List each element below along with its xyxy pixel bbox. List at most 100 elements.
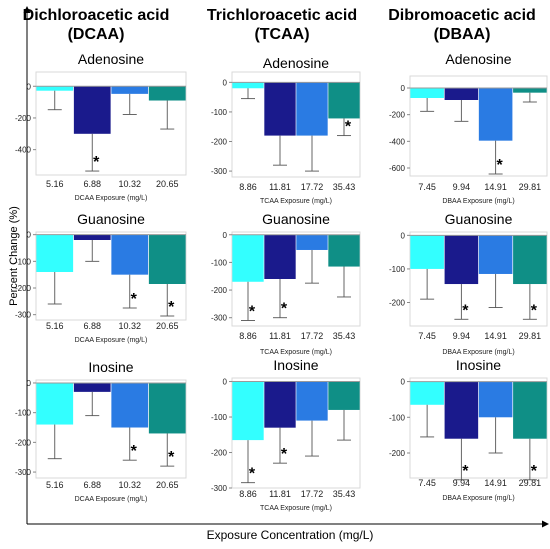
panel-x-label: DBAA Exposure (mg/L) — [442, 198, 514, 205]
y-tick-label: -300 — [15, 311, 32, 320]
panel-dbaa-guanosine: Guanosine 0 -100 -200 7.45 * 9.94 14.91 * 29.81 DB… — [389, 211, 548, 356]
category-label: 6.88 — [83, 179, 101, 189]
y-tick-label: -200 — [15, 284, 32, 293]
column-title-dcaa: Dichloroacetic acid (DCAA) — [4, 6, 188, 44]
bar — [148, 234, 186, 284]
significance-asterisk: * — [168, 299, 175, 316]
bar — [36, 382, 74, 425]
y-tick-label: -400 — [15, 146, 32, 155]
y-tick-label: -100 — [15, 257, 32, 266]
y-tick-label: 0 — [27, 379, 32, 388]
column-title-dcaa-line2: (DCAA) — [67, 26, 125, 43]
category-label: 10.32 — [118, 179, 141, 189]
category-label: 6.88 — [83, 321, 101, 331]
bar — [478, 381, 513, 418]
bar — [410, 88, 444, 98]
category-label: 17.72 — [301, 489, 324, 499]
y-tick-label: -100 — [211, 258, 228, 267]
panel-dcaa-inosine: Inosine 0 -100 -200 -300 5.16 6.88 * 10.32 * 20.65… — [15, 359, 187, 503]
y-tick-label: -200 — [15, 438, 32, 447]
column-title-tcaa: Trichloroacetic acid (TCAA) — [192, 6, 372, 44]
category-label: 14.91 — [484, 182, 507, 192]
category-label: 8.86 — [239, 331, 257, 341]
category-label: 11.81 — [269, 182, 291, 192]
bar — [328, 82, 360, 119]
x-axis-title: Exposure Concentration (mg/L) — [206, 528, 374, 542]
panel-x-label: DCAA Exposure (mg/L) — [75, 337, 148, 344]
bar — [111, 382, 149, 428]
category-label: 20.65 — [156, 480, 179, 490]
category-label: 29.81 — [519, 182, 542, 192]
column-title-dbaa-line1: Dibromoacetic acid — [388, 7, 536, 24]
column-title-dcaa-line1: Dichloroacetic acid — [22, 7, 170, 24]
category-label: 9.94 — [453, 331, 471, 341]
bar — [36, 86, 74, 91]
category-label: 7.45 — [418, 182, 436, 192]
panel-tcaa-inosine: Inosine 0 -100 -200 -300 * 8.86 * 11.81 17.72 35.4… — [211, 357, 361, 512]
panel-dcaa-guanosine: Guanosine 0 -100 -200 -300 5.16 6.88 * 10.32 * 20.… — [15, 211, 187, 344]
bar — [296, 82, 328, 136]
category-label: 7.45 — [418, 331, 436, 341]
significance-asterisk: * — [168, 449, 175, 466]
figure-y-axis-arrow — [23, 6, 31, 13]
panel-x-label: TCAA Exposure (mg/L) — [260, 198, 332, 205]
y-tick-label: 0 — [27, 82, 32, 91]
bar — [232, 234, 264, 282]
y-tick-label: -300 — [211, 484, 228, 493]
bar — [73, 86, 111, 134]
y-tick-label: -300 — [15, 468, 32, 477]
panel-frame — [409, 377, 548, 479]
significance-asterisk: * — [497, 157, 504, 174]
panel-title: Adenosine — [445, 51, 511, 67]
y-tick-label: 0 — [223, 78, 228, 87]
bar — [328, 234, 360, 267]
panel-frame — [231, 71, 361, 178]
panel-x-label: DCAA Exposure (mg/L) — [75, 496, 148, 503]
y-tick-label: -600 — [389, 164, 406, 173]
bar — [264, 381, 296, 428]
significance-asterisk: * — [462, 463, 469, 480]
bar — [444, 235, 479, 285]
significance-asterisk: * — [281, 301, 288, 318]
category-label: 5.16 — [46, 179, 64, 189]
bar — [410, 235, 444, 269]
category-label: 20.65 — [156, 179, 179, 189]
category-label: 9.94 — [453, 182, 471, 192]
bar — [73, 234, 111, 240]
y-tick-label: 0 — [401, 84, 406, 93]
panel-title: Inosine — [456, 357, 501, 373]
category-label: 20.65 — [156, 321, 179, 331]
y-tick-label: -100 — [211, 108, 228, 117]
y-tick-label: -100 — [389, 265, 406, 274]
y-tick-label: -200 — [389, 449, 406, 458]
category-label: 29.81 — [519, 331, 542, 341]
category-label: 35.43 — [333, 182, 356, 192]
y-tick-label: -300 — [211, 314, 228, 323]
category-label: 7.45 — [418, 478, 436, 488]
panel-x-label: TCAA Exposure (mg/L) — [260, 349, 332, 356]
y-tick-label: -200 — [389, 111, 406, 120]
y-tick-label: 0 — [401, 231, 406, 240]
y-tick-label: -100 — [15, 409, 32, 418]
panel-x-label: DBAA Exposure (mg/L) — [442, 495, 514, 502]
column-title-dbaa-line2: (DBAA) — [433, 26, 491, 43]
panel-dcaa-adenosine: Adenosine 0 -200 -400 5.16 * 6.88 10.32 20.65 DCA… — [15, 51, 187, 202]
bar — [513, 381, 547, 439]
bar — [410, 381, 444, 405]
y-tick-label: -200 — [15, 114, 32, 123]
category-label: 11.81 — [269, 489, 291, 499]
y-tick-label: -100 — [389, 413, 406, 422]
panel-frame — [231, 377, 361, 489]
category-label: 5.16 — [46, 480, 64, 490]
significance-asterisk: * — [531, 302, 538, 319]
panel-dbaa-adenosine: Adenosine 0 -200 -400 -600 7.45 9.94 * 14.91 29.8… — [389, 51, 548, 205]
bar — [264, 82, 296, 136]
significance-asterisk: * — [531, 463, 538, 480]
bar — [264, 234, 296, 279]
panel-frame — [231, 231, 361, 327]
category-label: 5.16 — [46, 321, 64, 331]
y-tick-label: -400 — [389, 137, 406, 146]
bar — [444, 88, 479, 100]
category-label: 9.94 — [453, 478, 471, 488]
